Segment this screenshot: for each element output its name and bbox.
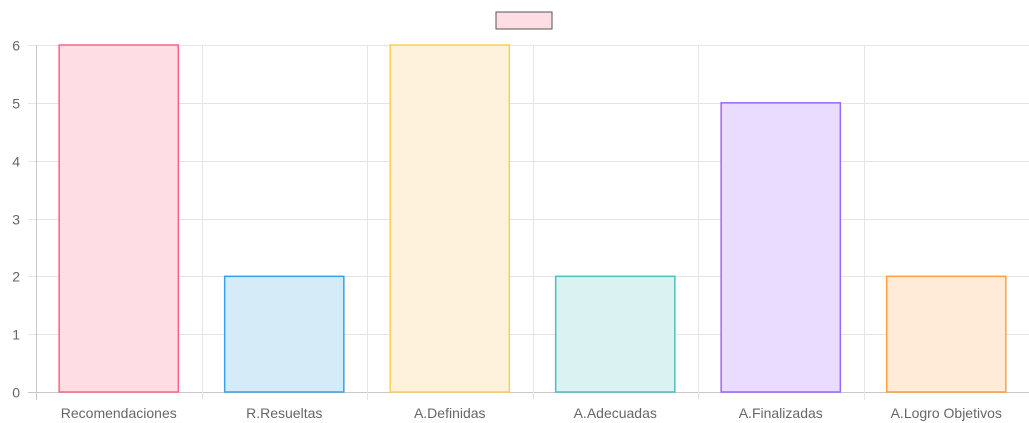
legend-swatch[interactable]	[495, 11, 553, 30]
x-tick-label: Recomendaciones	[61, 405, 177, 421]
y-tick-label: 6	[12, 38, 20, 54]
bar-a-adecuadas[interactable]	[554, 275, 676, 393]
y-axis-ticks: 0 1 2 3 4 5 6	[12, 38, 20, 401]
y-tick-label: 1	[12, 327, 20, 343]
grid-lines	[28, 45, 1029, 400]
bar-recomendaciones[interactable]	[58, 44, 180, 393]
x-tick-label: A.Logro Objetivos	[891, 405, 1002, 421]
x-tick-label: A.Adecuadas	[574, 405, 657, 421]
x-tick-label: A.Definidas	[414, 405, 486, 421]
bar-a-finalizadas[interactable]	[720, 102, 842, 393]
y-tick-label: 0	[12, 385, 20, 401]
legend[interactable]	[495, 11, 553, 30]
x-axis-ticks: Recomendaciones R.Resueltas A.Definidas A.A…	[61, 405, 1002, 421]
bars	[58, 44, 1007, 393]
x-tick-label: A.Finalizadas	[739, 405, 823, 421]
y-tick-label: 4	[12, 154, 20, 170]
bar-r-resueltas[interactable]	[223, 275, 345, 393]
bar-a-definidas[interactable]	[389, 44, 511, 393]
x-tick-label: R.Resueltas	[246, 405, 322, 421]
y-tick-label: 2	[12, 269, 20, 285]
bar-a-logro-objetivos[interactable]	[885, 275, 1007, 393]
y-tick-label: 3	[12, 212, 20, 228]
y-tick-label: 5	[12, 96, 20, 112]
